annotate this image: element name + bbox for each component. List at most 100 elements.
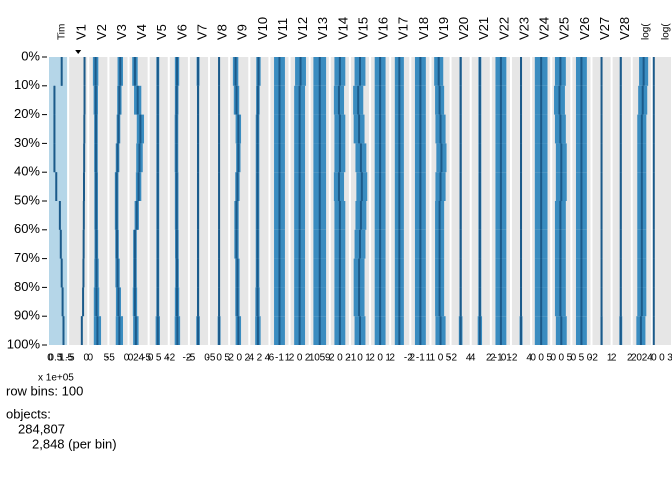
mean-line (379, 229, 382, 259)
mean-line (298, 316, 301, 345)
mean-line (478, 287, 481, 317)
mean-line (580, 172, 583, 201)
mean-line (256, 85, 259, 115)
mean-line (398, 172, 401, 201)
mean-line (134, 316, 137, 345)
mean-line (139, 114, 142, 144)
mean-line (499, 287, 502, 317)
mean-line (600, 172, 603, 201)
x-tick-label: -5 (142, 353, 151, 364)
objects-count: 284,807 (18, 421, 65, 436)
x-tick-label: 2 (329, 353, 335, 364)
x-tick-label: -2 (166, 353, 175, 364)
x-tick-label: 1 (607, 353, 613, 364)
mean-line (580, 85, 583, 115)
column-label: log( (661, 23, 672, 40)
column-label: V1 (74, 24, 89, 40)
x-tick-label: 0 (337, 353, 343, 364)
mean-line (218, 287, 221, 317)
mean-line (197, 57, 200, 86)
y-tick-label: 50% (14, 192, 40, 207)
mean-line (499, 316, 502, 345)
mean-line (83, 143, 86, 173)
mean-line (560, 172, 563, 201)
column-background (250, 57, 269, 345)
x-tick-label: 0 (559, 353, 565, 364)
objects-label: objects: (6, 406, 51, 421)
mean-line (359, 57, 361, 86)
mean-line (318, 85, 321, 115)
mean-line (197, 316, 200, 345)
x-tick-label: 0 (659, 353, 665, 364)
mean-line (459, 258, 462, 288)
mean-line (499, 172, 502, 201)
mean-line (398, 143, 401, 173)
x-tick-label: 2 (133, 353, 139, 364)
mean-line (176, 258, 179, 288)
column-label: V21 (476, 17, 491, 40)
x-tick-label: 3 (667, 353, 672, 364)
mean-line (499, 57, 502, 86)
mean-line (398, 114, 401, 144)
mean-line (358, 114, 361, 144)
mean-line (236, 287, 239, 317)
mean-line (478, 85, 481, 115)
mean-line (652, 143, 655, 173)
mean-line (237, 114, 240, 144)
mean-line (338, 57, 341, 86)
mean-line (338, 287, 341, 317)
mean-line (119, 57, 122, 86)
mean-line (256, 258, 259, 288)
mean-line (318, 172, 321, 201)
mean-line (298, 258, 301, 288)
x-tick-label: 2 (410, 353, 416, 364)
x-tick-label: 0 (377, 353, 383, 364)
mean-line (218, 143, 221, 173)
mean-line (338, 143, 341, 173)
x-tick-label: 0 (297, 353, 303, 364)
mean-line (520, 85, 523, 115)
y-tick-label: 0% (21, 48, 40, 63)
mean-line (95, 287, 98, 317)
mean-line (175, 172, 178, 201)
mean-line (60, 258, 63, 288)
mean-line (619, 258, 622, 288)
mean-line (478, 172, 481, 201)
mean-line (53, 143, 56, 173)
mean-line (619, 316, 622, 345)
mean-line (298, 172, 301, 201)
x-tick-label: 2 (228, 353, 234, 364)
mean-line (520, 258, 523, 288)
mean-line (439, 316, 442, 345)
mean-line (318, 287, 321, 317)
mean-line (478, 57, 481, 86)
mean-line (278, 114, 281, 144)
mean-line (197, 85, 200, 115)
mean-line (218, 229, 221, 259)
mean-line (459, 85, 462, 115)
mean-line (398, 316, 401, 345)
mean-line (278, 143, 281, 173)
mean-line (520, 316, 523, 345)
mean-line (256, 201, 259, 230)
mean-line (639, 316, 642, 345)
mean-line (62, 316, 65, 345)
column-label: V15 (355, 17, 370, 40)
mean-line (59, 229, 62, 259)
mean-line (459, 316, 462, 345)
x-tick-label: 2 (389, 353, 395, 364)
mean-line (438, 229, 441, 259)
mean-line (176, 287, 179, 317)
mean-line (83, 114, 86, 144)
mean-line (94, 57, 97, 86)
mean-line (318, 143, 321, 173)
mean-line (95, 201, 98, 230)
mean-line (318, 258, 321, 288)
mean-line (580, 143, 583, 173)
mean-line (197, 143, 200, 173)
mean-line (459, 172, 462, 201)
mean-line (379, 316, 382, 345)
mean-line (197, 258, 200, 288)
mean-line (600, 287, 603, 317)
mean-line (299, 57, 302, 86)
